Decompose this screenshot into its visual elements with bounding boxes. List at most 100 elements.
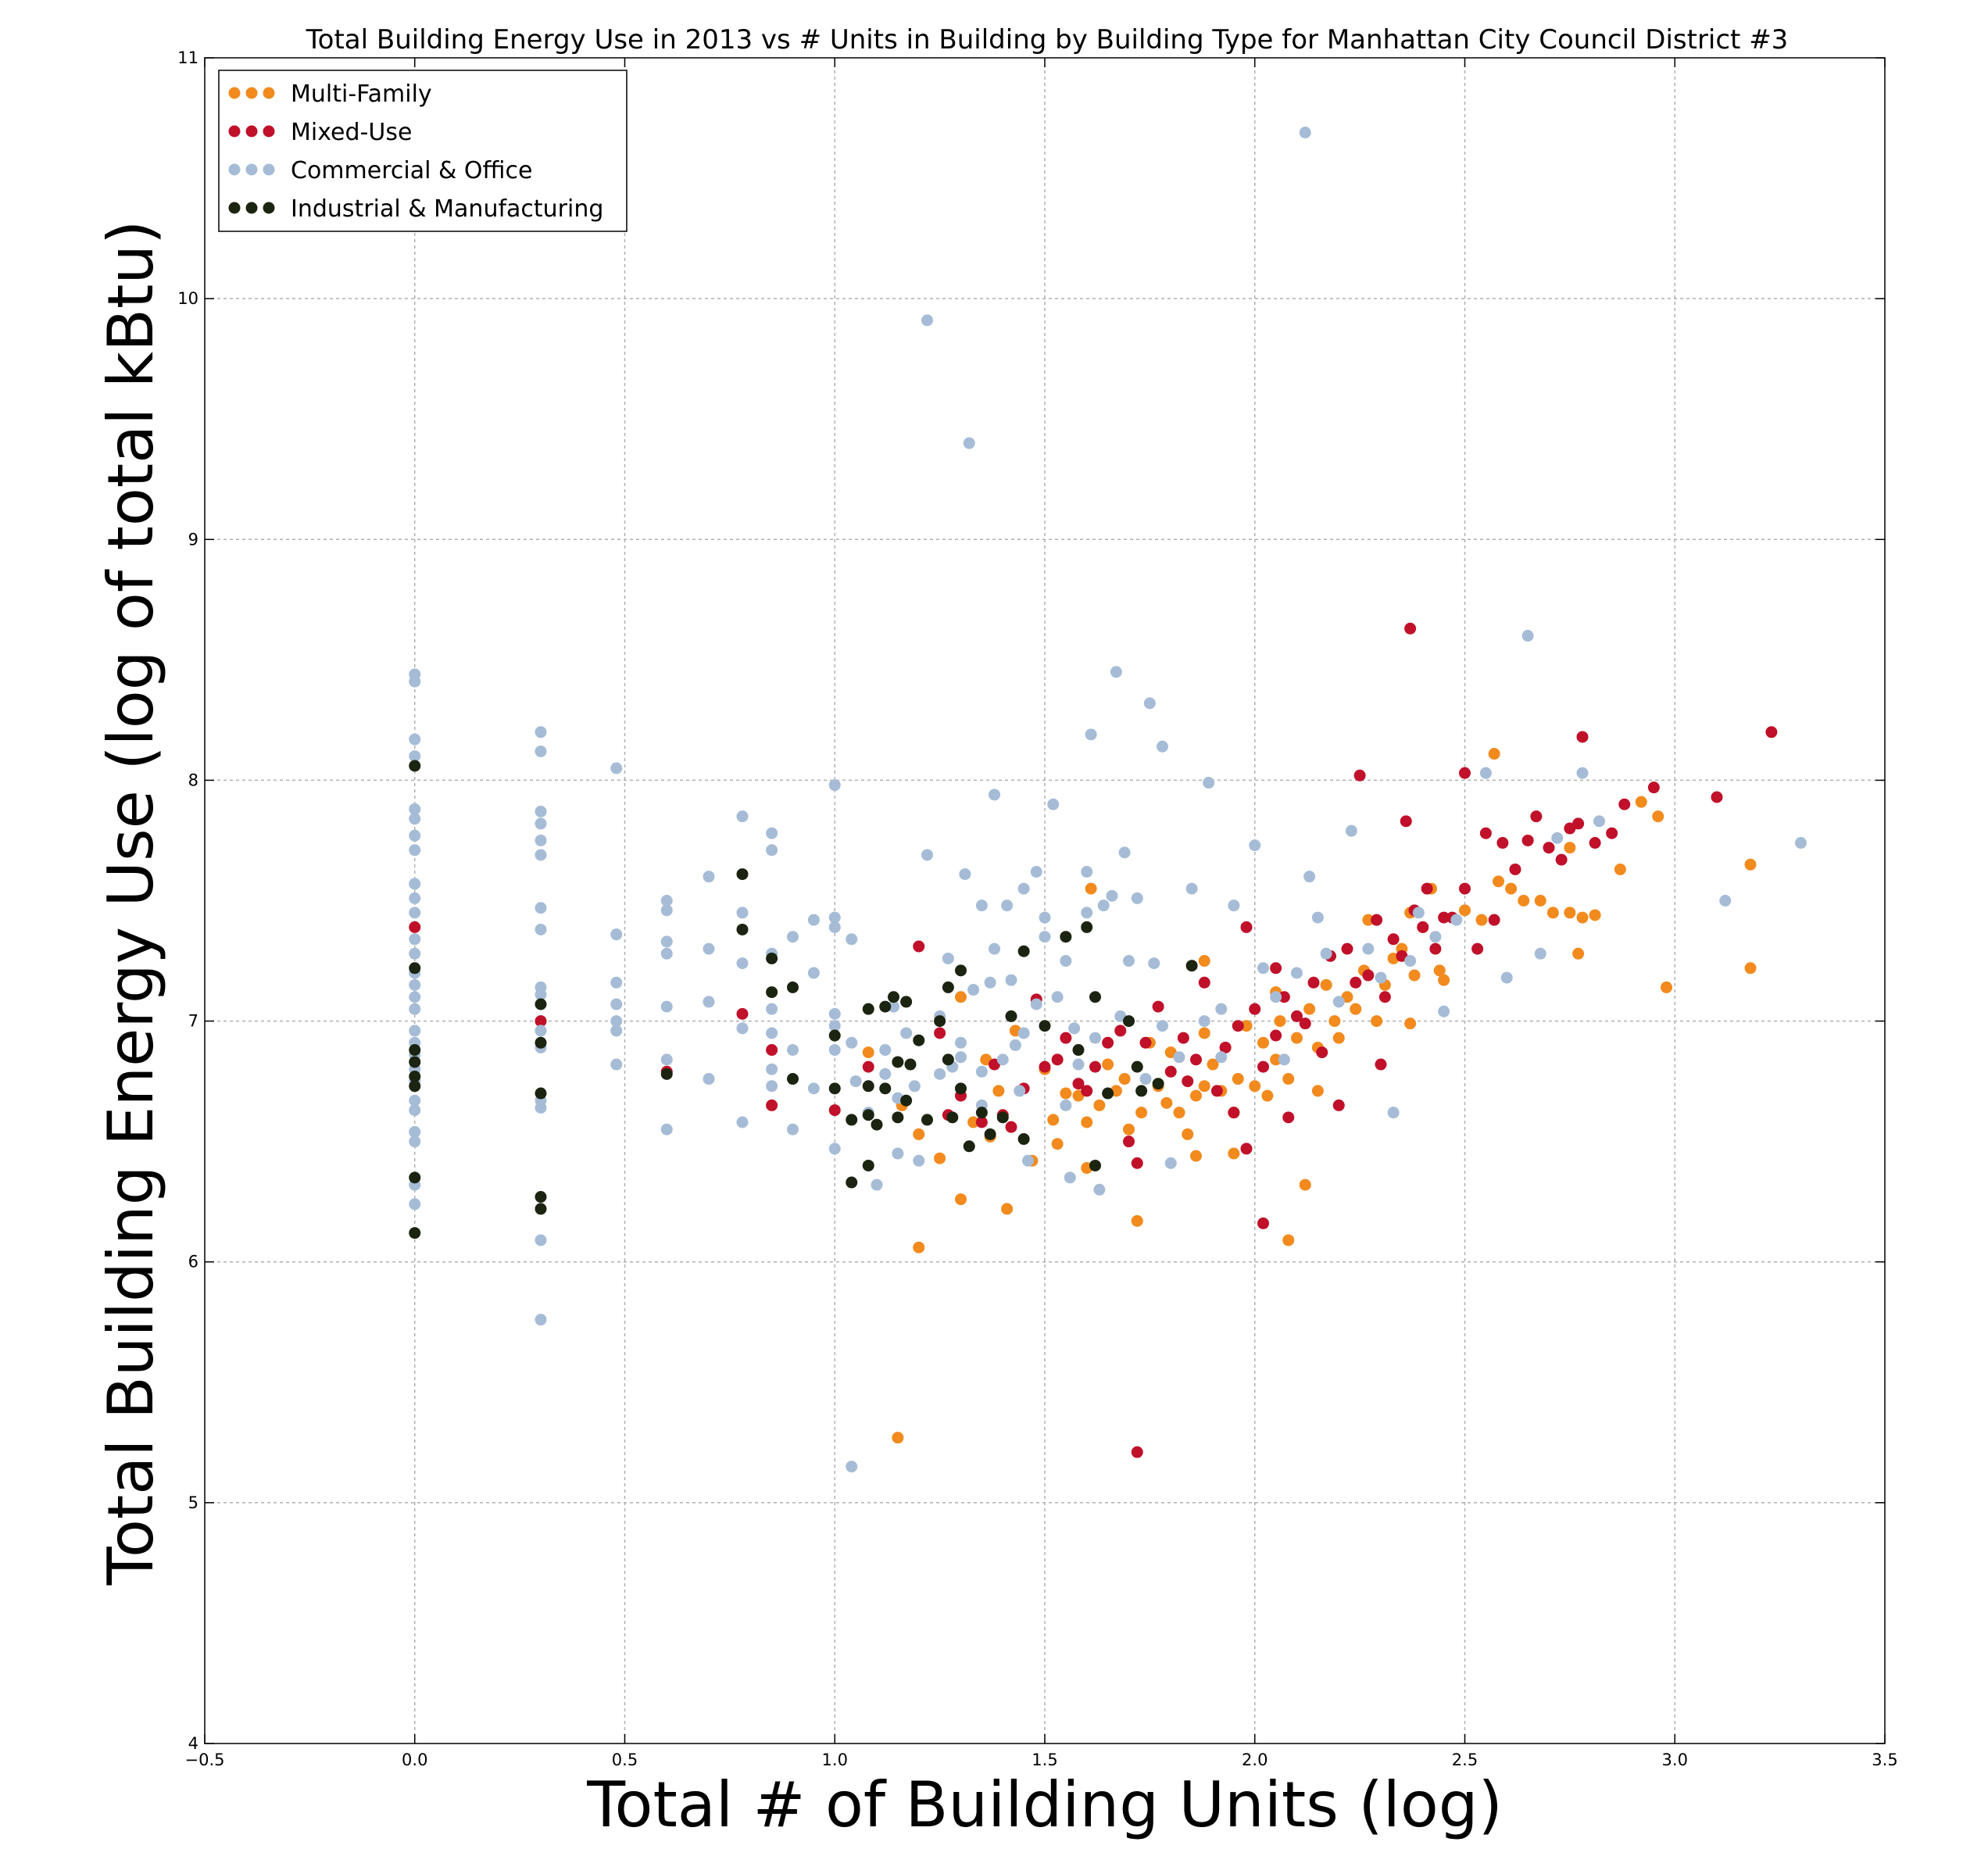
legend-marker <box>228 202 241 214</box>
data-point-commercial-office <box>1148 957 1160 970</box>
legend-marker <box>263 163 275 176</box>
legend-marker <box>245 202 258 214</box>
data-point-commercial-office <box>535 923 547 935</box>
data-point-commercial-office <box>409 978 421 991</box>
data-point-commercial-office <box>913 1154 925 1167</box>
data-point-mixed-use <box>1164 1065 1177 1078</box>
data-point-commercial-office <box>1311 911 1324 924</box>
data-point-mixed-use <box>1341 942 1353 955</box>
data-point-mixed-use <box>913 940 925 953</box>
data-point-commercial-office <box>1303 871 1316 883</box>
data-point-commercial-office <box>409 1104 421 1117</box>
data-point-commercial-office <box>1047 798 1060 810</box>
data-point-mixed-use <box>1543 842 1555 854</box>
data-point-commercial-office <box>610 976 623 989</box>
data-point-mixed-use <box>1576 731 1589 743</box>
data-point-mixed-use <box>1210 1085 1223 1097</box>
data-point-multi-family <box>1060 1087 1072 1100</box>
data-point-commercial-office <box>1081 866 1093 878</box>
legend-label: Industrial & Manufacturing <box>291 195 603 223</box>
data-point-industrial-manufacturing <box>900 996 913 1008</box>
data-point-multi-family <box>1232 1073 1244 1085</box>
y-tick-label: 7 <box>188 1012 198 1031</box>
data-point-commercial-office <box>1060 955 1072 967</box>
data-point-multi-family <box>1001 1203 1014 1215</box>
data-point-commercial-office <box>942 952 954 964</box>
data-point-multi-family <box>1661 981 1672 993</box>
data-point-commercial-office <box>955 1051 967 1064</box>
data-point-industrial-manufacturing <box>862 1080 874 1093</box>
legend-item-commercial-office: Commercial & Office <box>228 157 532 184</box>
data-point-multi-family <box>955 991 967 1003</box>
data-point-commercial-office <box>1345 824 1357 837</box>
data-point-industrial-manufacturing <box>409 1171 421 1184</box>
data-point-multi-family <box>1438 974 1450 986</box>
data-point-multi-family <box>1198 1027 1210 1039</box>
x-tick-label: 0.5 <box>612 1751 638 1769</box>
data-point-industrial-manufacturing <box>787 1073 799 1085</box>
data-point-commercial-office <box>846 1461 858 1473</box>
data-point-commercial-office <box>660 904 673 917</box>
legend-marker <box>245 87 258 99</box>
data-point-commercial-office <box>846 1036 858 1049</box>
data-point-commercial-office <box>409 991 421 1003</box>
data-point-multi-family <box>1051 1138 1064 1150</box>
data-point-commercial-office <box>1110 666 1122 678</box>
data-point-mixed-use <box>1647 781 1660 794</box>
data-point-industrial-manufacturing <box>879 1000 892 1013</box>
data-point-commercial-office <box>1009 1039 1021 1051</box>
data-point-commercial-office <box>787 931 799 943</box>
data-point-multi-family <box>1652 810 1664 823</box>
data-point-commercial-office <box>787 1044 799 1057</box>
data-point-commercial-office <box>996 1053 1009 1066</box>
data-point-mixed-use <box>1177 1032 1189 1044</box>
data-point-industrial-manufacturing <box>828 1082 841 1095</box>
data-point-industrial-manufacturing <box>913 1034 925 1046</box>
data-point-multi-family <box>1744 858 1757 871</box>
data-point-commercial-office <box>409 892 421 904</box>
data-point-commercial-office <box>409 1094 421 1107</box>
data-point-mixed-use <box>1051 1053 1064 1066</box>
data-point-commercial-office <box>1551 832 1564 844</box>
data-point-industrial-manufacturing <box>862 1003 874 1015</box>
data-point-mixed-use <box>1711 791 1723 803</box>
data-point-mixed-use <box>1471 942 1484 955</box>
data-point-industrial-manufacturing <box>1102 1087 1114 1100</box>
data-point-multi-family <box>1505 882 1518 895</box>
data-point-commercial-office <box>409 907 421 919</box>
data-point-commercial-office <box>1257 962 1269 975</box>
data-point-multi-family <box>1371 1015 1383 1028</box>
data-point-commercial-office <box>535 805 547 817</box>
data-point-commercial-office <box>975 899 988 912</box>
data-point-commercial-office <box>828 1020 841 1032</box>
data-point-commercial-office <box>1051 991 1064 1003</box>
data-point-mixed-use <box>1240 921 1253 933</box>
data-point-industrial-manufacturing <box>409 1080 421 1093</box>
data-point-commercial-office <box>1198 1015 1210 1028</box>
data-point-industrial-manufacturing <box>409 1070 421 1082</box>
data-point-commercial-office <box>828 1143 841 1155</box>
data-point-commercial-office <box>879 1044 892 1057</box>
data-point-industrial-manufacturing <box>888 991 899 1003</box>
data-point-commercial-office <box>908 1080 921 1093</box>
data-point-industrial-manufacturing <box>942 981 954 993</box>
data-point-commercial-office <box>1005 974 1017 986</box>
data-point-multi-family <box>1135 1107 1148 1119</box>
data-point-commercial-office <box>849 1075 862 1088</box>
data-point-multi-family <box>1518 895 1530 907</box>
x-tick-label: 0.0 <box>402 1751 427 1769</box>
data-point-mixed-use <box>1606 827 1618 839</box>
data-point-industrial-manufacturing <box>1039 1020 1051 1032</box>
data-point-commercial-office <box>766 827 778 839</box>
data-point-industrial-manufacturing <box>1089 991 1101 1003</box>
x-tick-label: 1.0 <box>822 1751 848 1769</box>
grid <box>205 58 1885 1743</box>
data-point-multi-family <box>1488 748 1500 760</box>
data-point-commercial-office <box>1118 846 1131 859</box>
data-point-industrial-manufacturing <box>409 1227 421 1239</box>
data-point-commercial-office <box>660 947 673 960</box>
legend-item-industrial-manufacturing: Industrial & Manufacturing <box>228 195 603 223</box>
data-point-commercial-office <box>409 947 421 960</box>
data-point-mixed-use <box>1291 1010 1303 1022</box>
data-point-industrial-manufacturing <box>409 760 421 772</box>
